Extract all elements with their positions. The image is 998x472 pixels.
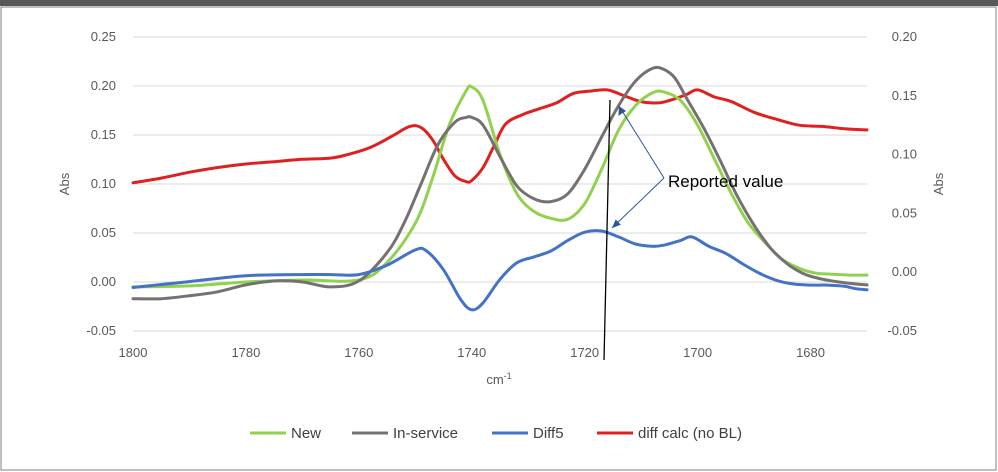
y-right-tick-label: 0.20 xyxy=(892,29,917,44)
x-tick-label: 1740 xyxy=(457,345,486,360)
x-axis-title: cm-1 xyxy=(486,371,511,387)
legend-label-diff5: Diff5 xyxy=(533,425,564,442)
annotation-group: Reported value xyxy=(603,99,783,361)
y-right-tick-label: -0.05 xyxy=(887,323,917,338)
legend-label-new: New xyxy=(291,425,321,442)
series-line-in-service xyxy=(131,65,869,301)
y-right-tick-label: 0.00 xyxy=(892,264,917,279)
legend: New In-service Diff5 diff calc (no BL) xyxy=(250,425,742,442)
x-tick-label: 1700 xyxy=(683,345,712,360)
legend-label-diff-calc-no-bl: diff calc (no BL) xyxy=(638,425,742,442)
right-axis-ticks: 0.20 0.15 0.10 0.05 0.00 -0.05 xyxy=(887,29,917,338)
x-tick-label: 1720 xyxy=(570,345,599,360)
annotation-arrow-lower xyxy=(611,177,665,229)
annotation-reported-value: Reported value xyxy=(668,172,783,191)
y-right-tick-label: 0.15 xyxy=(892,88,917,103)
x-axis-title-base: cm xyxy=(486,372,503,387)
annotation-arrow-upper xyxy=(618,105,665,179)
x-tick-label: 1780 xyxy=(231,345,260,360)
series-lines xyxy=(131,65,869,312)
annotation-arrowhead-lower xyxy=(612,219,621,228)
y-left-tick-label: 0.05 xyxy=(91,225,116,240)
top-strip xyxy=(0,0,998,6)
y-left-tick-label: 0.20 xyxy=(91,78,116,93)
legend-label-in-service: In-service xyxy=(393,425,458,442)
y-left-tick-label: 0.15 xyxy=(91,127,116,142)
right-axis-title: Abs xyxy=(931,172,946,195)
x-axis-ticks: 1800 1780 1760 1740 1720 1700 1680 xyxy=(119,345,825,360)
x-tick-label: 1680 xyxy=(796,345,825,360)
x-tick-label: 1800 xyxy=(119,345,148,360)
chart-border xyxy=(0,6,997,471)
y-left-tick-label: 0.10 xyxy=(91,176,116,191)
x-tick-label: 1760 xyxy=(344,345,373,360)
annotation-arrowhead-upper xyxy=(618,106,626,116)
y-left-tick-label: 0.00 xyxy=(91,274,116,289)
y-right-tick-label: 0.10 xyxy=(892,147,917,162)
y-left-tick-label: 0.25 xyxy=(91,29,116,44)
y-right-tick-label: 0.05 xyxy=(892,205,917,220)
y-left-tick-label: -0.05 xyxy=(86,323,116,338)
reported-value-marker-line xyxy=(603,99,611,361)
x-axis-title-superscript: -1 xyxy=(504,371,512,381)
left-axis-title: Abs xyxy=(57,172,72,195)
series-line-diff5 xyxy=(131,229,869,312)
series-line-diff-calc-no-bl xyxy=(131,88,869,185)
left-axis-ticks: 0.25 0.20 0.15 0.10 0.05 0.00 -0.05 xyxy=(86,29,116,338)
